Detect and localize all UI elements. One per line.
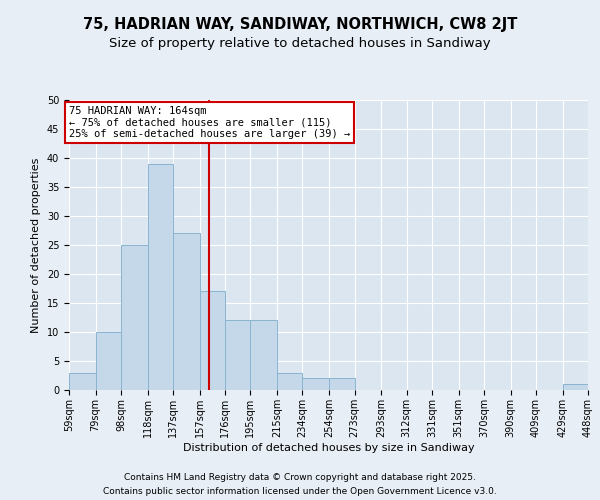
Bar	[69, 372, 95, 390]
Bar	[173, 234, 200, 390]
Text: Contains HM Land Registry data © Crown copyright and database right 2025.: Contains HM Land Registry data © Crown c…	[124, 472, 476, 482]
Bar	[277, 372, 302, 390]
Y-axis label: Number of detached properties: Number of detached properties	[31, 158, 41, 332]
Bar	[302, 378, 329, 390]
Text: Contains public sector information licensed under the Open Government Licence v3: Contains public sector information licen…	[103, 488, 497, 496]
X-axis label: Distribution of detached houses by size in Sandiway: Distribution of detached houses by size …	[182, 442, 475, 452]
Text: Size of property relative to detached houses in Sandiway: Size of property relative to detached ho…	[109, 38, 491, 51]
Bar	[563, 384, 588, 390]
Text: 75, HADRIAN WAY, SANDIWAY, NORTHWICH, CW8 2JT: 75, HADRIAN WAY, SANDIWAY, NORTHWICH, CW…	[83, 18, 517, 32]
Bar	[121, 245, 148, 390]
Bar	[95, 332, 121, 390]
Text: 75 HADRIAN WAY: 164sqm
← 75% of detached houses are smaller (115)
25% of semi-de: 75 HADRIAN WAY: 164sqm ← 75% of detached…	[69, 106, 350, 139]
Bar	[250, 320, 277, 390]
Bar	[225, 320, 250, 390]
Bar	[148, 164, 173, 390]
Bar	[329, 378, 355, 390]
Bar	[200, 292, 225, 390]
